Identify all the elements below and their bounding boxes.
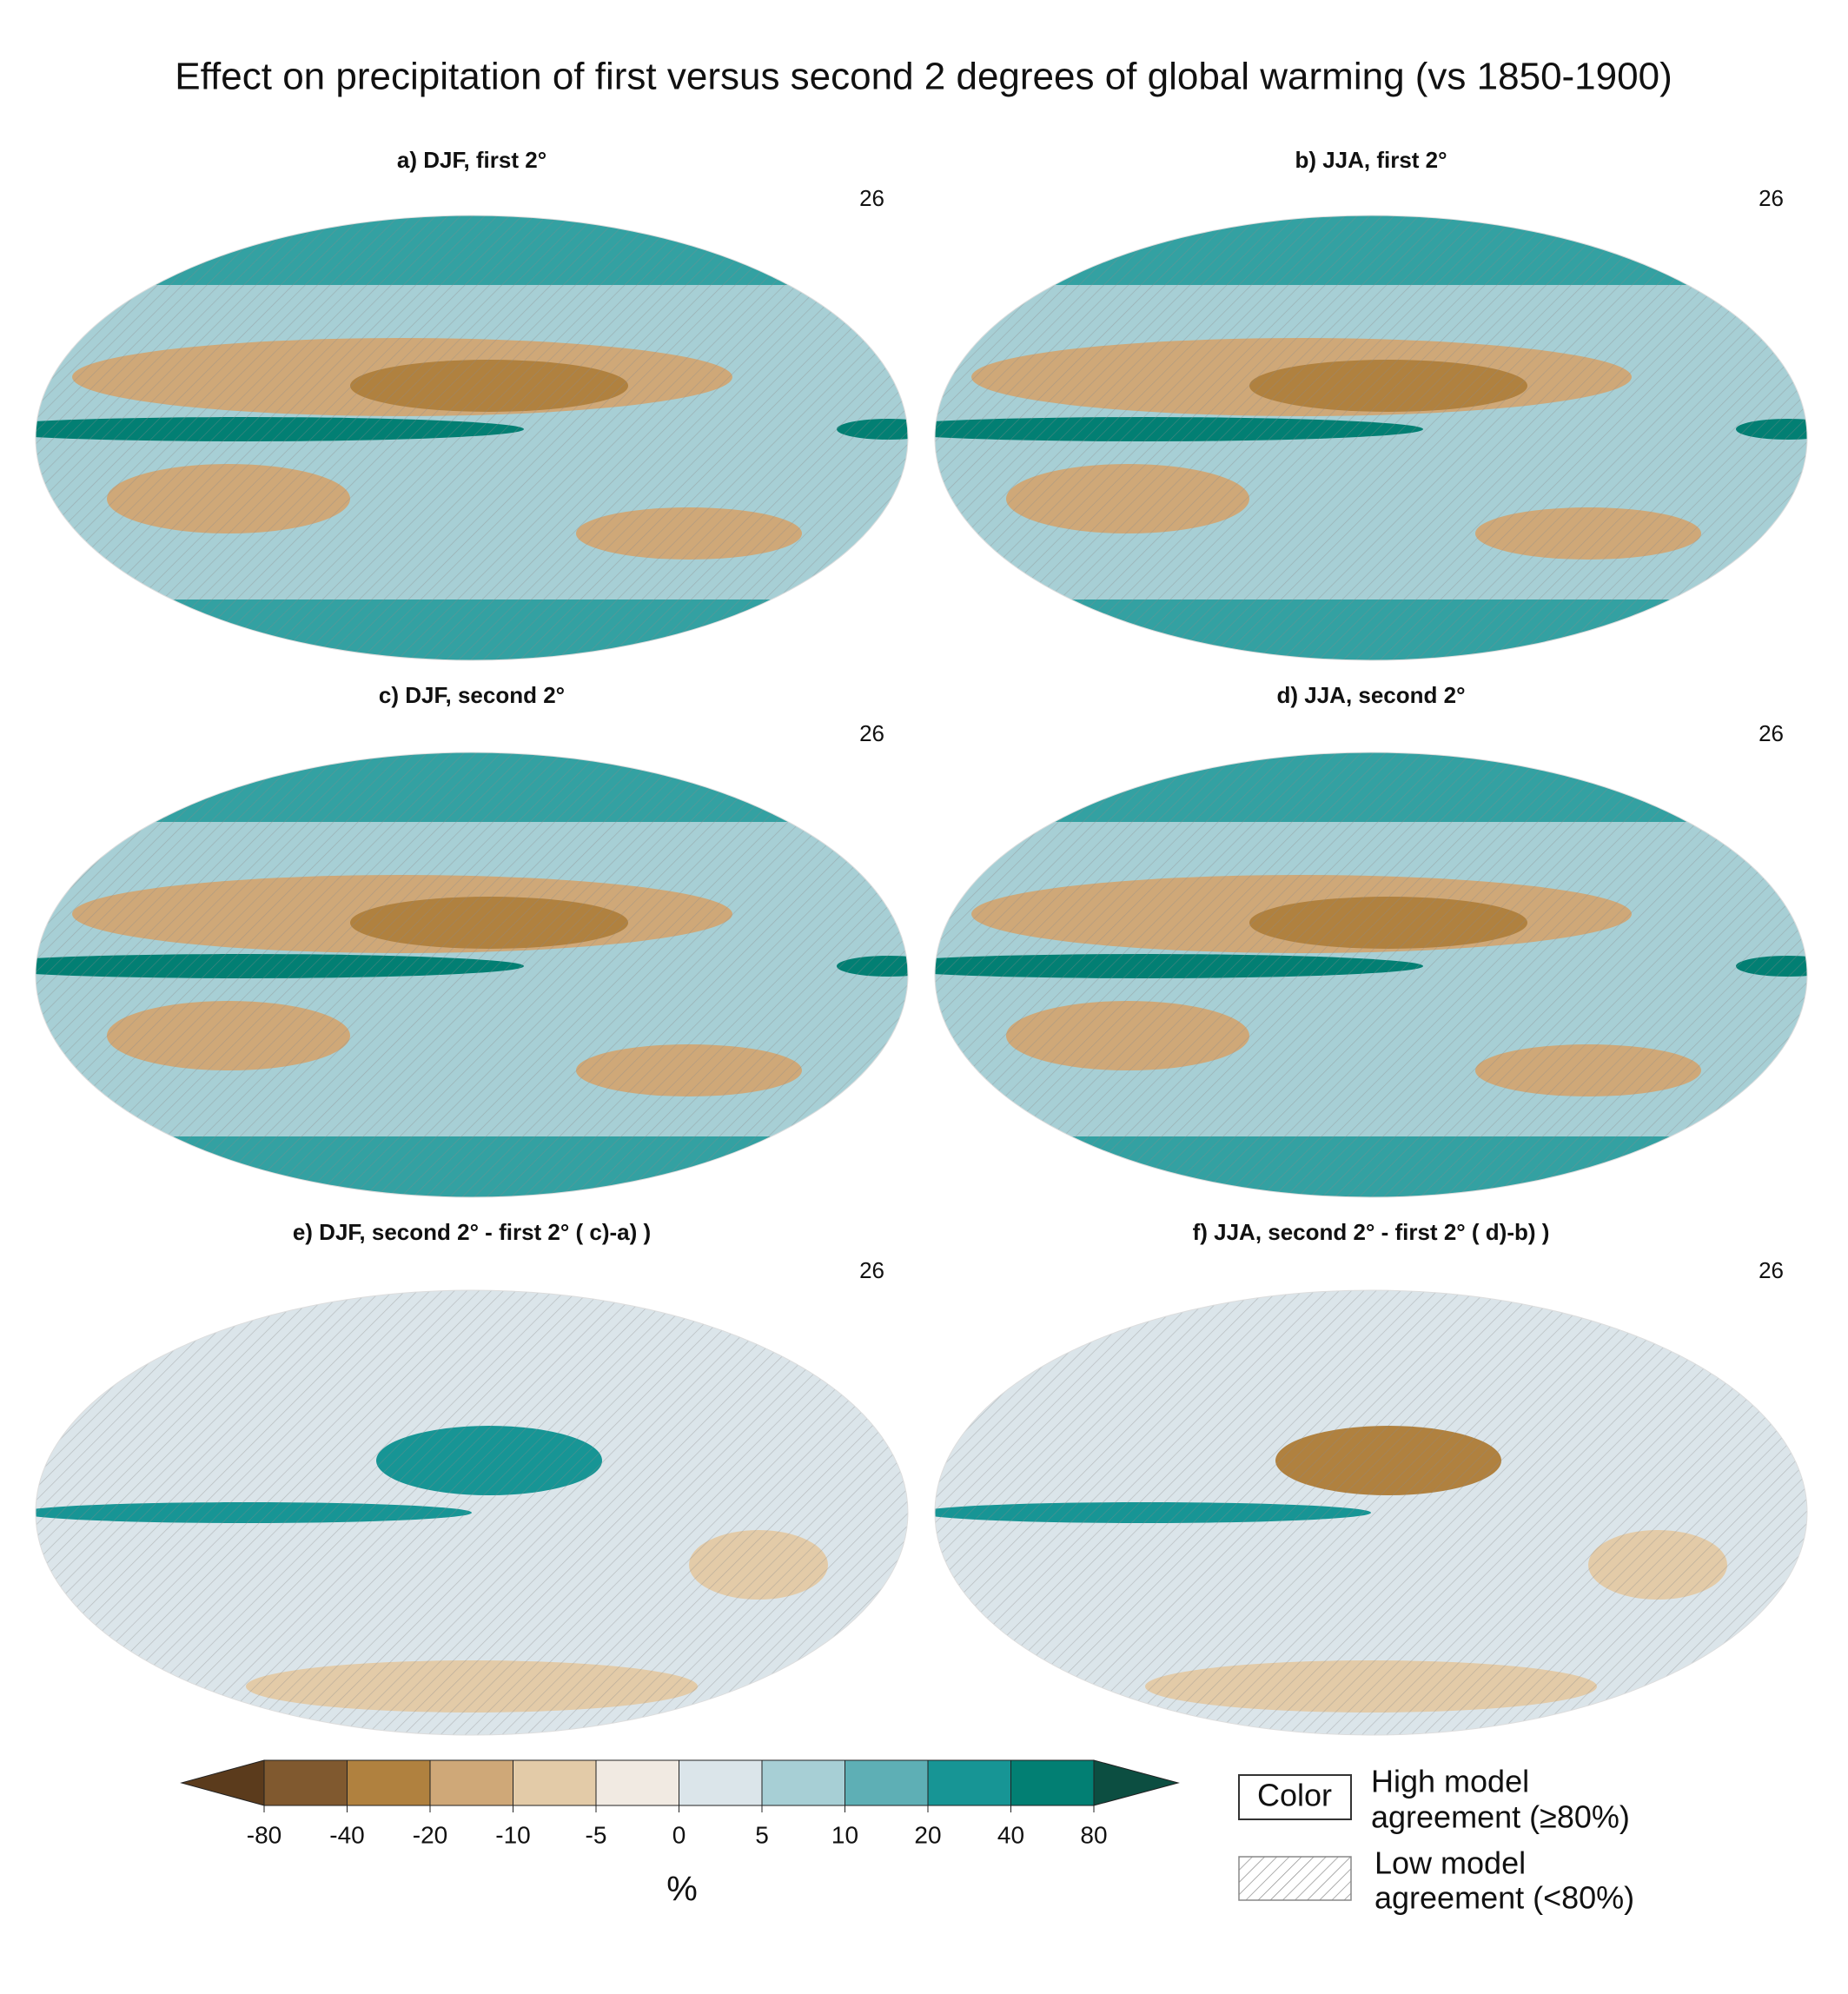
- legend-color-box: [1238, 1774, 1352, 1820]
- figure-title: Effect on precipitation of first versus …: [175, 56, 1672, 98]
- legend: Color High model agreement (≥80%) Low mo…: [1238, 1764, 1634, 1916]
- hatch: [935, 215, 1807, 660]
- hatch: [935, 1290, 1807, 1735]
- map: [36, 215, 908, 660]
- colorbar-tick-label: -40: [329, 1821, 364, 1848]
- colorbar: -80 -40 -20 -10 -5 0 5 10 20 40 80%: [180, 1759, 1180, 1909]
- colorbar-box: [927, 1759, 1011, 1806]
- legend-low: agreement (<80%): [1374, 1880, 1634, 1916]
- colorbar-tick-label: 5: [755, 1821, 769, 1848]
- panel-title: d) JJA, second 2°: [1276, 682, 1465, 708]
- colorbar-tick-label: 20: [914, 1821, 941, 1848]
- map: [36, 1290, 908, 1735]
- model-count: 26: [859, 185, 884, 211]
- hatch: [935, 752, 1807, 1197]
- legend-high: agreement (≥80%): [1371, 1799, 1630, 1835]
- panel-title: a) DJF, first 2°: [397, 147, 546, 173]
- colorbar-tick-label: 0: [672, 1821, 686, 1848]
- colorbar-extend-high: [1093, 1759, 1180, 1806]
- hatch: [36, 215, 908, 660]
- model-count: 26: [859, 720, 884, 746]
- colorbar-box: [347, 1759, 431, 1806]
- maps: a) DJF, first 2° 26 b) JJA, first 2° 26 c) D…: [35, 147, 1808, 1736]
- colorbar-tick-label: 40: [997, 1821, 1024, 1848]
- model-count: 26: [1759, 1257, 1784, 1283]
- colorbar-box: [679, 1759, 763, 1806]
- panel-title: c) DJF, second 2°: [379, 682, 565, 708]
- map: [935, 1290, 1807, 1735]
- colorbar-box: [263, 1759, 348, 1806]
- map: [36, 752, 908, 1197]
- colorbar-tick-label: 80: [1080, 1821, 1107, 1848]
- colorbar-extend-low: [180, 1759, 265, 1806]
- map-border: [934, 752, 1808, 1198]
- colorbar-box: [429, 1759, 513, 1806]
- map-border: [934, 215, 1808, 661]
- colorbar-tick-label: 10: [831, 1821, 858, 1848]
- map-border: [35, 215, 909, 661]
- colorbar-tick-label: -5: [586, 1821, 607, 1848]
- panel-title: f) JJA, second 2° - first 2° ( d)-b) ): [1193, 1219, 1550, 1245]
- colorbar-box: [845, 1759, 929, 1806]
- colorbar-box: [513, 1759, 597, 1806]
- colorbar-tick-label: -10: [495, 1821, 530, 1848]
- colorbar-tick-label: -80: [247, 1821, 282, 1848]
- legend-low: Low model: [1374, 1845, 1526, 1881]
- model-count: 26: [1759, 185, 1784, 211]
- map-border: [35, 1289, 909, 1736]
- colorbar-box: [1010, 1759, 1095, 1806]
- panel-title: b) JJA, first 2°: [1295, 147, 1447, 173]
- legend-high: High model: [1371, 1764, 1529, 1799]
- model-count: 26: [859, 1257, 884, 1283]
- hatch: [36, 1290, 908, 1735]
- legend-color-text: Color: [1257, 1778, 1332, 1813]
- colorbar-box: [595, 1759, 679, 1806]
- model-count: 26: [1759, 720, 1784, 746]
- legend-hatch-box: [1238, 1856, 1352, 1901]
- hatch: [36, 752, 908, 1197]
- panel-title: e) DJF, second 2° - first 2° ( c)-a) ): [293, 1219, 651, 1245]
- colorbar-tick-label: -20: [413, 1821, 447, 1848]
- map-border: [934, 1289, 1808, 1736]
- colorbar-box: [761, 1759, 845, 1806]
- map-border: [35, 752, 909, 1198]
- map: [935, 215, 1807, 660]
- colorbar-unit: %: [666, 1871, 698, 1909]
- map: [935, 752, 1807, 1197]
